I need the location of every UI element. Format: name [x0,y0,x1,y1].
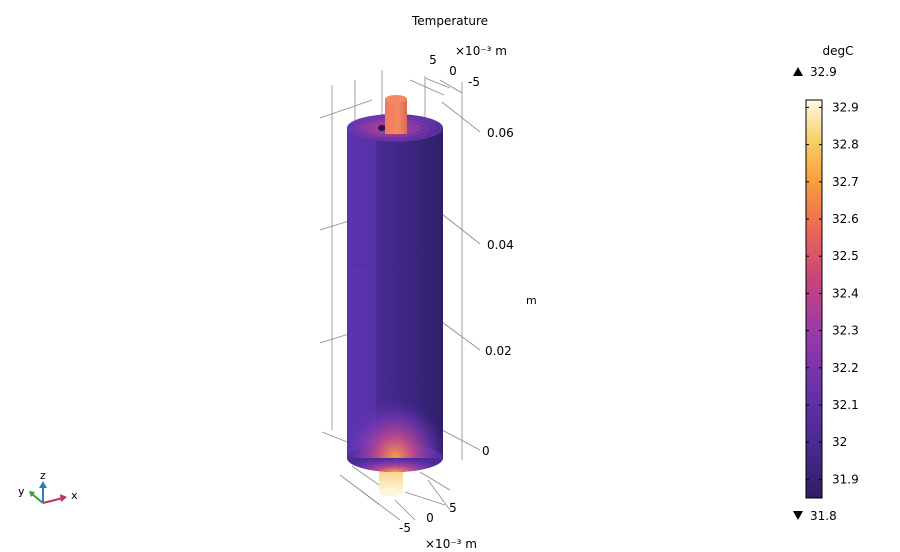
bottom-axis-tick: -5 [399,521,411,535]
bottom-axis-tick: 5 [449,501,457,515]
triad-x-label: x [71,489,78,502]
axis-triad: z y x [18,469,78,504]
bottom-axis-tick: 0 [426,511,434,525]
top-axis-tick: 5 [429,53,437,67]
colorbar-tick-label: 32.8 [832,138,859,152]
colorbar-tick-label: 32.2 [832,361,859,375]
bottom-axis-exponent: ×10⁻³ m [425,537,477,551]
z-axis-tick: 0.06 [487,126,514,140]
z-axis-tick: 0 [482,444,490,458]
z-arrow-icon [39,481,47,488]
colorbar-unit: degC [823,44,854,58]
top-axis-exponent: ×10⁻³ m [455,44,507,58]
x-arrow-icon [60,494,67,502]
colorbar-min-label: 31.8 [810,509,837,523]
top-terminal [385,95,407,134]
colorbar-max-label: 32.9 [810,65,837,79]
colorbar-tick-label: 32.7 [832,175,859,189]
colorbar-tick-label: 32.4 [832,286,859,300]
triad-y-label: y [18,485,25,498]
z-axis: 0.06 0.04 0.02 0 m [482,126,537,458]
colorbar-scale [805,99,823,499]
colorbar: degC 32.9 32.9 32.8 32.7 32.6 32.5 32.4 32.3 32… [793,44,859,523]
z-axis-unit: m [526,294,537,307]
colorbar-tick-label: 31.9 [832,472,859,486]
z-axis-tick: 0.02 [485,344,512,358]
top-axis-tick: -5 [468,75,480,89]
plot-title: Temperature [411,14,488,28]
z-axis-tick: 0.04 [487,238,514,252]
cell-body [347,114,443,472]
top-axis-tick: 0 [449,64,457,78]
colorbar-tick-label: 32.6 [832,212,859,226]
max-marker-icon [793,67,803,76]
y-arrow-icon [29,491,35,497]
colorbar-tick-label: 32.9 [832,100,859,114]
colorbar-tick-label: 32.5 [832,249,859,263]
triad-z-label: z [40,469,46,482]
bottom-axis: 5 0 -5 ×10⁻³ m [399,501,477,551]
colorbar-tick-label: 32.3 [832,324,859,338]
min-marker-icon [793,511,803,520]
colorbar-tick-label: 32 [832,435,847,449]
colorbar-tick-label: 32.1 [832,398,859,412]
top-axis: ×10⁻³ m 5 0 -5 [429,44,507,89]
